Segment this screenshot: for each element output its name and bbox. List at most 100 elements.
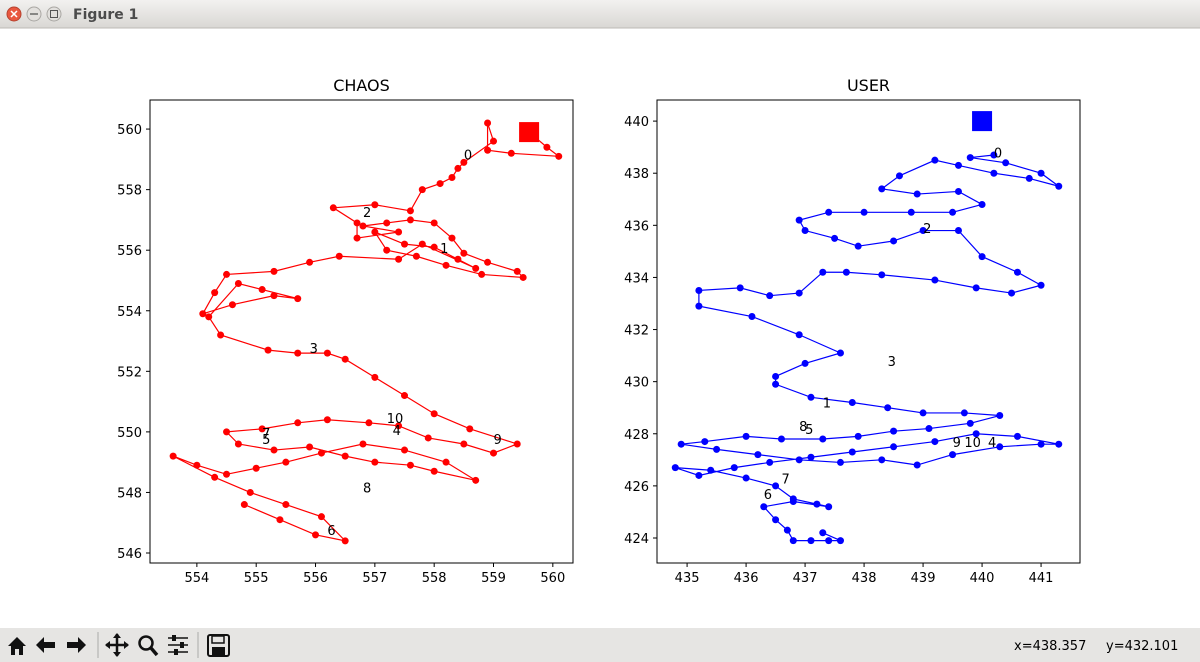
data-point <box>323 416 331 424</box>
x-tick-label: 437 <box>793 571 818 586</box>
data-point <box>406 461 414 469</box>
pan-button[interactable] <box>105 633 129 657</box>
data-point <box>270 267 278 275</box>
data-point <box>359 440 367 448</box>
data-point <box>990 169 998 177</box>
data-point <box>878 185 886 193</box>
x-tick-label: 440 <box>970 571 995 586</box>
data-point <box>742 474 750 482</box>
data-point <box>478 270 486 278</box>
annotation: 5 <box>805 423 813 438</box>
data-point <box>854 242 862 250</box>
data-point <box>353 234 361 242</box>
data-point <box>258 425 266 433</box>
data-point <box>842 268 850 276</box>
annotation: 9 <box>953 436 961 451</box>
data-point <box>766 458 774 466</box>
maximize-button[interactable] <box>46 6 62 22</box>
zoom-button[interactable] <box>138 635 159 657</box>
toolbar-buttons <box>8 632 230 658</box>
data-point <box>978 200 986 208</box>
data-point <box>1025 174 1033 182</box>
data-point <box>246 488 254 496</box>
data-point <box>341 537 349 545</box>
data-point <box>730 464 738 472</box>
data-point <box>695 471 703 479</box>
data-point <box>919 409 927 417</box>
y-tick-label: 440 <box>624 115 649 130</box>
home-button[interactable] <box>8 637 26 655</box>
data-point <box>223 470 231 478</box>
data-point <box>836 349 844 357</box>
data-point <box>406 207 414 215</box>
data-point <box>677 440 685 448</box>
data-point <box>742 432 750 440</box>
data-point <box>1055 440 1063 448</box>
data-point <box>555 152 563 160</box>
data-point <box>772 372 780 380</box>
data-point <box>406 216 414 224</box>
data-point <box>954 227 962 235</box>
y-tick-label: 550 <box>117 426 142 441</box>
data-point <box>878 271 886 279</box>
end-marker <box>972 111 993 132</box>
x-tick-label: 558 <box>422 571 447 586</box>
data-point <box>925 425 933 433</box>
data-point <box>819 435 827 443</box>
data-point <box>907 208 915 216</box>
data-line <box>172 122 561 542</box>
configure-button[interactable] <box>168 635 188 655</box>
data-point <box>783 526 791 534</box>
data-point <box>766 292 774 300</box>
data-point <box>1013 432 1021 440</box>
data-point <box>507 149 515 157</box>
save-button[interactable] <box>207 634 230 657</box>
data-point <box>223 428 231 436</box>
data-point <box>395 255 403 263</box>
data-point <box>282 458 290 466</box>
data-point <box>996 443 1004 451</box>
x-tick-label: 438 <box>852 571 877 586</box>
annotation: 3 <box>310 342 318 357</box>
data-point <box>919 227 927 235</box>
data-point <box>760 503 768 511</box>
annotation: 8 <box>799 420 807 435</box>
data-point <box>890 237 898 245</box>
data-point <box>484 146 492 154</box>
chart-title: USER <box>847 76 890 95</box>
data-point <box>442 261 450 269</box>
forward-button[interactable] <box>67 637 86 653</box>
data-point <box>671 464 679 472</box>
data-point <box>772 482 780 490</box>
annotation: 0 <box>464 148 472 163</box>
data-point <box>931 276 939 284</box>
data-point <box>513 440 521 448</box>
annotation: 10 <box>387 412 404 427</box>
y-tick-label: 546 <box>117 547 142 562</box>
annotation: 5 <box>262 433 270 448</box>
data-point <box>490 137 498 145</box>
y-tick-label: 554 <box>117 305 142 320</box>
annotation: 6 <box>327 524 335 539</box>
data-point <box>954 187 962 195</box>
data-point <box>990 151 998 159</box>
x-tick-label: 554 <box>184 571 209 586</box>
data-point <box>1037 169 1045 177</box>
data-point <box>695 302 703 310</box>
back-button[interactable] <box>36 637 55 653</box>
data-point <box>211 473 219 481</box>
data-point <box>801 227 809 235</box>
data-point <box>329 204 337 212</box>
status-x: x=438.357 <box>1014 639 1086 654</box>
data-point <box>442 458 450 466</box>
data-point <box>460 158 468 166</box>
data-point <box>234 440 242 448</box>
annotation: 7 <box>781 472 789 487</box>
data-point <box>418 186 426 194</box>
data-point <box>294 419 302 427</box>
data-point <box>972 284 980 292</box>
annotation: 6 <box>764 488 772 503</box>
data-point <box>264 346 272 354</box>
end-marker <box>519 122 540 143</box>
